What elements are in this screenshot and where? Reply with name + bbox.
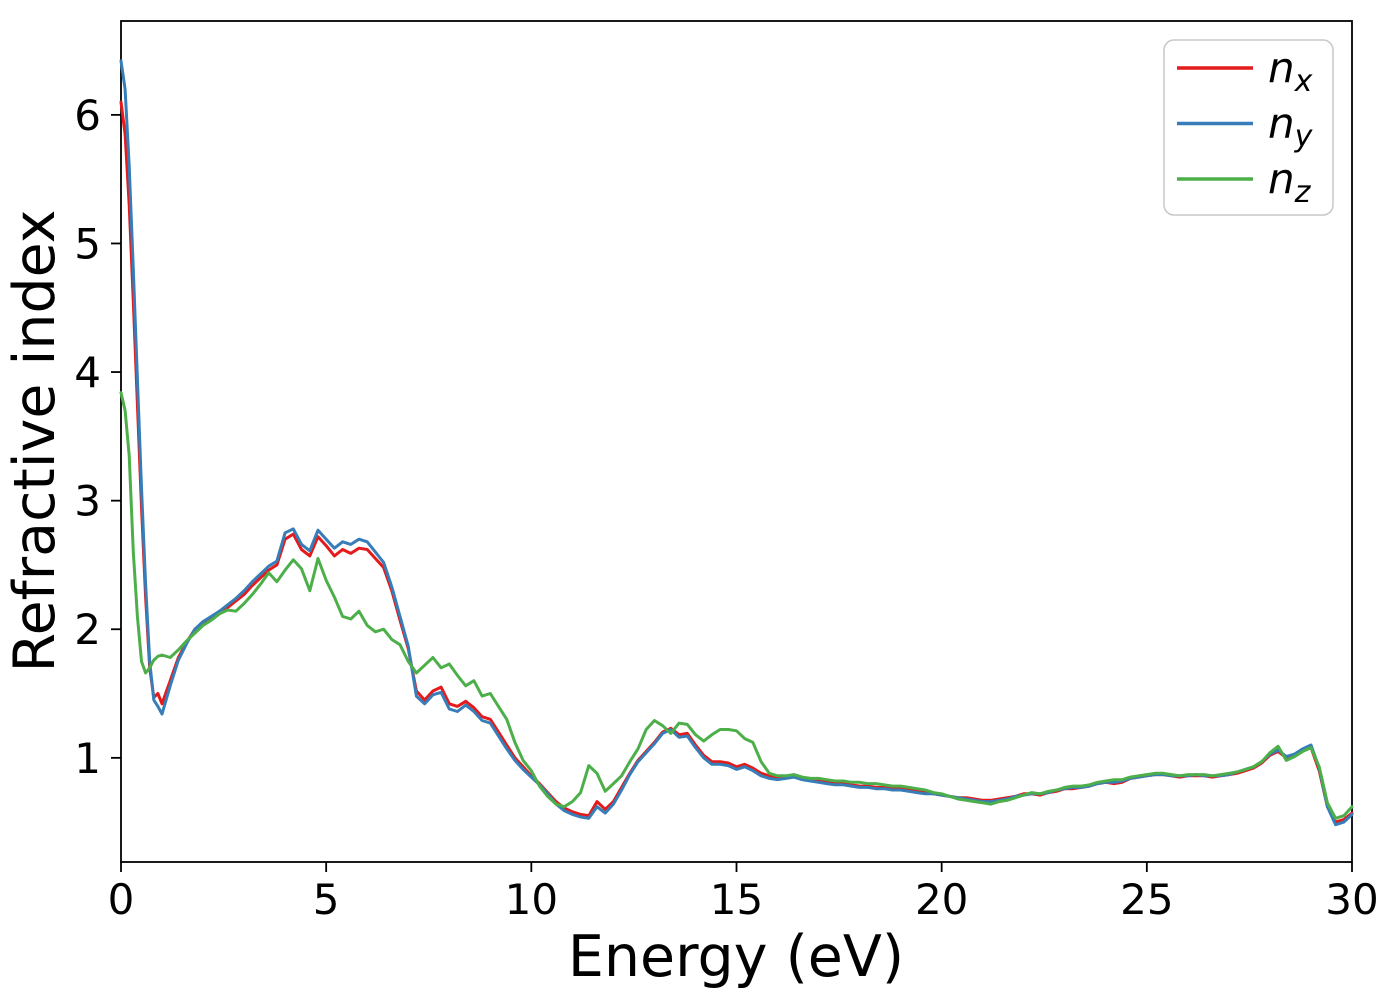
legend-box	[1163, 39, 1334, 216]
y-tick-label: 3	[74, 477, 101, 526]
x-tick-label: 30	[1325, 875, 1378, 924]
y-tick-label: 1	[74, 734, 101, 783]
x-tick-label: 15	[710, 875, 763, 924]
x-tick-label: 25	[1120, 875, 1173, 924]
y-tick-label: 4	[74, 348, 101, 397]
x-tick-label: 5	[313, 875, 340, 924]
y-tick-label: 2	[74, 605, 101, 654]
series-line-n_z	[119, 391, 1354, 820]
x-tick-label: 20	[915, 875, 968, 924]
legend-label-subscript: z	[1294, 175, 1312, 210]
axis-ticks: 0 5 10 15 20 25 30 1 2 3 4 5 6	[74, 91, 1378, 924]
legend-label-subscript: x	[1294, 64, 1313, 99]
y-tick-label: 6	[74, 91, 101, 140]
legend-label-subscript: y	[1294, 120, 1314, 155]
x-axis-label: Energy (eV)	[568, 924, 904, 990]
x-tick-label: 0	[108, 875, 135, 924]
y-tick-label: 5	[74, 219, 101, 268]
y-axis-label: Refractive index	[2, 210, 68, 673]
x-tick-label: 10	[505, 875, 558, 924]
series-lines	[119, 59, 1354, 827]
